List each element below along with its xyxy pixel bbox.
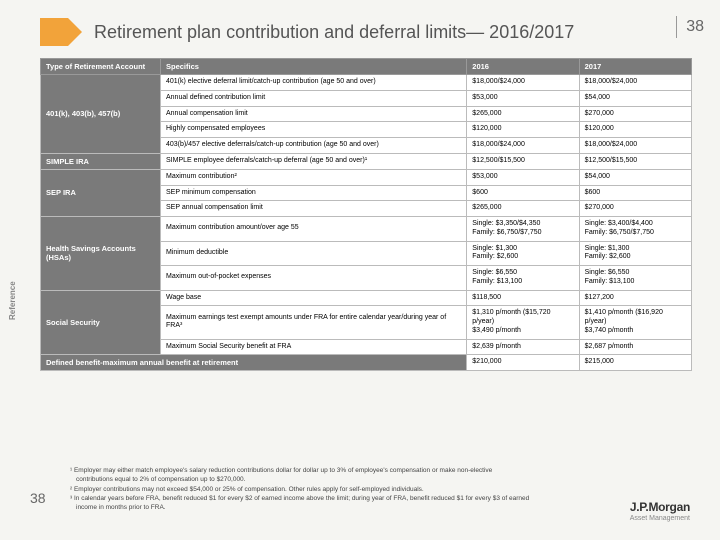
value-2016: $1,310 p/month ($15,720 p/year)$3,490 p/…	[467, 306, 579, 339]
table-row: Social SecurityWage base$118,500$127,200	[41, 290, 692, 306]
column-header: Specifics	[161, 59, 467, 75]
category-cell: SEP IRA	[41, 169, 161, 216]
value-2017: $270,000	[579, 201, 691, 217]
spec-cell: Wage base	[161, 290, 467, 306]
value-2017: $1,410 p/month ($16,920 p/year)$3,740 p/…	[579, 306, 691, 339]
header: Retirement plan contribution and deferra…	[40, 18, 660, 46]
spec-cell: Annual defined contribution limit	[161, 90, 467, 106]
value-2016: $18,000/$24,000	[467, 138, 579, 154]
value-2016: Single: $1,300Family: $2,600	[467, 241, 579, 266]
spec-cell: Maximum out-of-pocket expenses	[161, 266, 467, 291]
category-cell: 401(k), 403(b), 457(b)	[41, 75, 161, 154]
value-2016: $53,000	[467, 169, 579, 185]
spec-cell: 403(b)/457 elective deferrals/catch-up c…	[161, 138, 467, 154]
value-2017: Single: $6,550Family: $13,100	[579, 266, 691, 291]
value-2016: Single: $6,550Family: $13,100	[467, 266, 579, 291]
value-2017: $270,000	[579, 106, 691, 122]
page-title: Retirement plan contribution and deferra…	[94, 22, 574, 43]
spec-cell: Minimum deductible	[161, 241, 467, 266]
footnote: ¹ Employer may either match employee's s…	[70, 467, 530, 485]
value-2016: $600	[467, 185, 579, 201]
value-2016: $2,639 p/month	[467, 339, 579, 355]
footnotes: ¹ Employer may either match employee's s…	[70, 467, 530, 514]
table-row: Health Savings Accounts (HSAs)Maximum co…	[41, 217, 692, 242]
table-row: Defined benefit-maximum annual benefit a…	[41, 355, 692, 371]
value-2017: $54,000	[579, 90, 691, 106]
value-2016: $120,000	[467, 122, 579, 138]
footnote: ² Employer contributions may not exceed …	[70, 486, 530, 495]
column-header: Type of Retirement Account	[41, 59, 161, 75]
spec-cell: Maximum Social Security benefit at FRA	[161, 339, 467, 355]
spec-cell: Maximum contribution amount/over age 55	[161, 217, 467, 242]
value-2016: $118,500	[467, 290, 579, 306]
category-cell: Social Security	[41, 290, 161, 355]
value-2016: $265,000	[467, 106, 579, 122]
category-cell: SIMPLE IRA	[41, 153, 161, 169]
value-2017: $215,000	[579, 355, 691, 371]
value-2016: $12,500/$15,500	[467, 153, 579, 169]
page-number-top: 38	[686, 18, 704, 36]
spec-cell: SIMPLE employee deferrals/catch-up defer…	[161, 153, 467, 169]
column-header: 2016	[467, 59, 579, 75]
value-2016: $265,000	[467, 201, 579, 217]
value-2017: $18,000/$24,000	[579, 75, 691, 91]
table-row: 401(k), 403(b), 457(b)401(k) elective de…	[41, 75, 692, 91]
limits-table: Type of Retirement AccountSpecifics20162…	[40, 58, 692, 371]
spec-cell: Annual compensation limit	[161, 106, 467, 122]
spec-cell: Maximum earnings test exempt amounts und…	[161, 306, 467, 339]
value-2017: $2,687 p/month	[579, 339, 691, 355]
spec-cell: SEP annual compensation limit	[161, 201, 467, 217]
logo-main: J.P.Morgan	[630, 500, 690, 514]
spec-cell: SEP minimum compensation	[161, 185, 467, 201]
value-2016: Single: $3,350/$4,350Family: $6,750/$7,7…	[467, 217, 579, 242]
value-2017: $12,500/$15,500	[579, 153, 691, 169]
category-cell: Defined benefit-maximum annual benefit a…	[41, 355, 467, 371]
value-2016: $210,000	[467, 355, 579, 371]
category-cell: Health Savings Accounts (HSAs)	[41, 217, 161, 291]
page-number-bottom: 38	[30, 490, 46, 506]
value-2017: $18,000/$24,000	[579, 138, 691, 154]
footnote: ³ In calendar years before FRA, benefit …	[70, 495, 530, 513]
value-2017: $54,000	[579, 169, 691, 185]
value-2017: Single: $3,400/$4,400Family: $6,750/$7,7…	[579, 217, 691, 242]
column-header: 2017	[579, 59, 691, 75]
value-2017: $120,000	[579, 122, 691, 138]
spec-cell: Highly compensated employees	[161, 122, 467, 138]
chevron-icon	[40, 18, 68, 46]
spec-cell: 401(k) elective deferral limit/catch-up …	[161, 75, 467, 91]
reference-label: Reference	[8, 281, 17, 320]
value-2017: $127,200	[579, 290, 691, 306]
value-2016: $18,000/$24,000	[467, 75, 579, 91]
value-2017: Single: $1,300Family: $2,600	[579, 241, 691, 266]
value-2017: $600	[579, 185, 691, 201]
table-row: SIMPLE IRASIMPLE employee deferrals/catc…	[41, 153, 692, 169]
spec-cell: Maximum contribution²	[161, 169, 467, 185]
logo: J.P.Morgan Asset Management	[630, 500, 690, 522]
table-row: SEP IRAMaximum contribution²$53,000$54,0…	[41, 169, 692, 185]
logo-sub: Asset Management	[630, 515, 690, 522]
value-2016: $53,000	[467, 90, 579, 106]
